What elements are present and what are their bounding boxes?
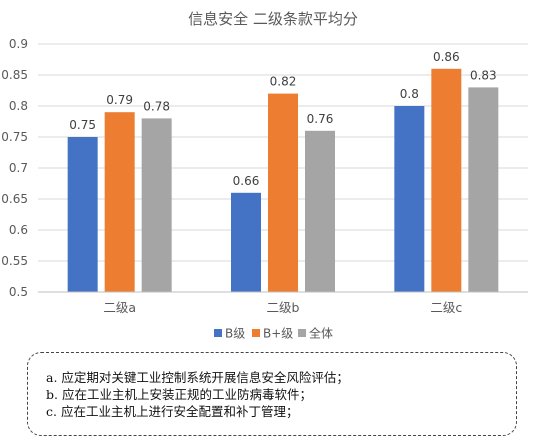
bar — [231, 192, 261, 292]
y-tick-label: 0.85 — [1, 68, 28, 82]
data-label: 0.82 — [270, 75, 297, 89]
data-labels: 0.75 0.79 0.78 0.66 0.82 0.76 0.8 0.86 0.83 — [69, 50, 496, 188]
data-label: 0.66 — [233, 174, 260, 188]
data-label: 0.79 — [106, 93, 133, 107]
y-tick-label: 0.75 — [1, 130, 28, 144]
x-category-label: 二级a — [103, 300, 136, 315]
chart-title: 信息安全 二级条款平均分 — [188, 10, 358, 28]
data-label: 0.76 — [307, 112, 334, 126]
y-tick-label: 0.65 — [1, 192, 28, 206]
bar — [141, 118, 172, 293]
legend-swatch — [214, 329, 222, 337]
bars — [67, 68, 499, 293]
legend-swatch — [252, 329, 260, 337]
data-label: 0.8 — [400, 87, 419, 101]
data-label: 0.78 — [143, 99, 170, 113]
legend-label: B+级 — [263, 327, 293, 341]
bar — [468, 87, 499, 293]
legend-swatch — [298, 329, 306, 337]
y-tick-label: 0.55 — [1, 254, 28, 268]
bar — [305, 130, 335, 292]
x-category-label: 二级b — [267, 300, 300, 315]
data-label: 0.86 — [433, 50, 460, 64]
legend-label: B级 — [225, 327, 245, 341]
note-a: a. 应定期对关键工业控制系统开展信息安全风险评估； — [46, 370, 349, 385]
y-tick-label: 0.6 — [9, 223, 28, 237]
notes-box: a. 应定期对关键工业控制系统开展信息安全风险评估； b. 应在工业主机上安装正… — [27, 352, 517, 436]
x-axis: 二级a 二级b 二级c — [38, 291, 528, 315]
bar — [268, 93, 298, 292]
bar — [431, 68, 462, 292]
chart-canvas: 信息安全 二级条款平均分 0.5 0.55 0.6 0.65 0.7 0.75 0.8 0.8… — [1, 10, 528, 341]
y-axis: 0.5 0.55 0.6 0.65 0.7 0.75 0.8 0.85 0.9 — [1, 37, 28, 299]
legend: B级 B+级 全体 — [214, 326, 333, 341]
y-tick-label: 0.5 — [9, 285, 28, 299]
bar — [394, 106, 425, 292]
data-label: 0.83 — [470, 68, 497, 82]
y-tick-label: 0.8 — [9, 99, 28, 113]
note-b: b. 应在工业主机上安装正规的工业防病毒软件； — [46, 387, 312, 402]
bar — [104, 112, 135, 292]
note-c: c. 应在工业主机上进行安全配置和补丁管理； — [46, 404, 299, 419]
data-label: 0.75 — [69, 118, 96, 132]
y-tick-label: 0.7 — [9, 161, 28, 175]
bar — [67, 137, 98, 292]
y-tick-label: 0.9 — [9, 37, 28, 51]
legend-label: 全体 — [309, 326, 333, 341]
x-category-label: 二级c — [430, 300, 462, 315]
